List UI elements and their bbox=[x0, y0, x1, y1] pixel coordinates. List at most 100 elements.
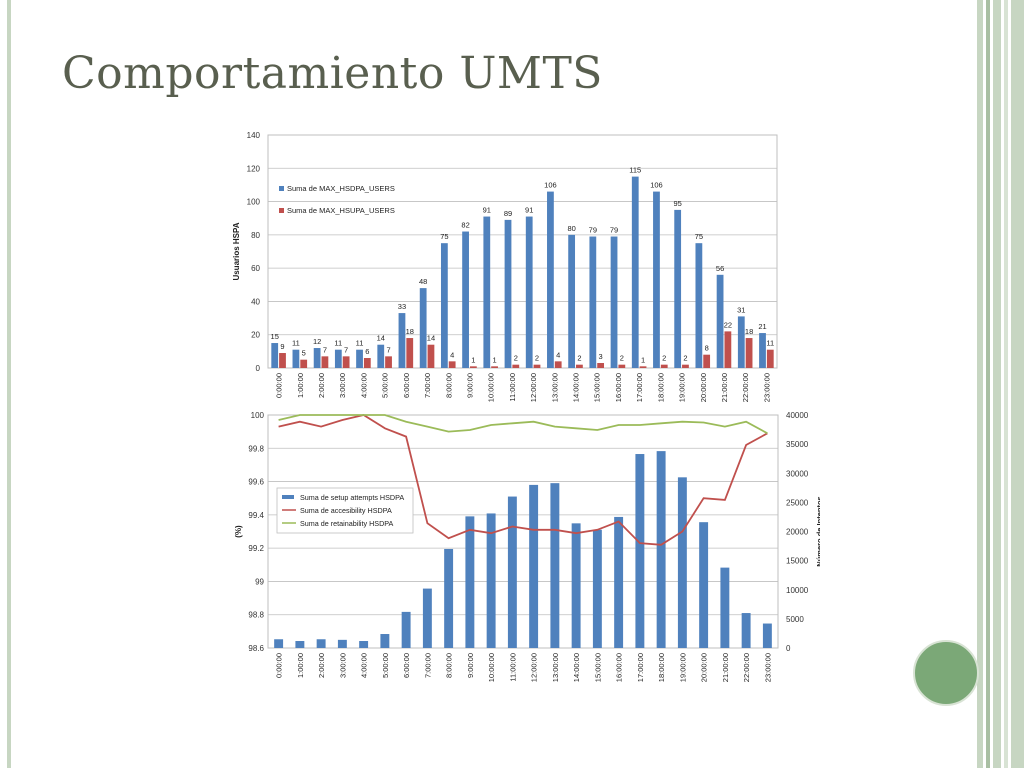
x-tick-label: 23:00:00 bbox=[763, 653, 772, 682]
x-tick-label: 13:00:00 bbox=[551, 653, 560, 682]
data-label: 75 bbox=[695, 232, 703, 241]
y-tick-label: 20 bbox=[251, 331, 260, 340]
data-label: 2 bbox=[683, 354, 687, 363]
bar-hsupa bbox=[766, 349, 774, 368]
x-tick-label: 16:00:00 bbox=[615, 653, 624, 682]
x-tick-label: 14:00:00 bbox=[572, 373, 581, 402]
bar-setup-attempts bbox=[656, 451, 666, 648]
data-label: 14 bbox=[377, 334, 385, 343]
x-tick-label: 4:00:00 bbox=[359, 373, 368, 398]
bar-setup-attempts bbox=[677, 477, 687, 648]
x-tick-label: 22:00:00 bbox=[741, 373, 750, 402]
bar-hsdpa bbox=[271, 343, 279, 368]
bar-hsdpa bbox=[525, 216, 533, 368]
bar-hsupa bbox=[385, 356, 392, 368]
x-tick-label: 19:00:00 bbox=[678, 653, 687, 682]
bar-setup-attempts bbox=[699, 522, 709, 648]
bar-hsupa bbox=[363, 358, 371, 368]
bar-hsupa bbox=[533, 364, 541, 368]
data-label: 11 bbox=[766, 339, 774, 348]
right-decorative-stripe bbox=[986, 0, 990, 768]
x-tick-label: 5:00:00 bbox=[381, 653, 390, 678]
x-tick-label: 16:00:00 bbox=[614, 373, 623, 402]
x-tick-label: 21:00:00 bbox=[720, 373, 729, 402]
bar-hsdpa bbox=[398, 313, 406, 368]
x-tick-label: 11:00:00 bbox=[508, 373, 517, 402]
x-tick-label: 11:00:00 bbox=[508, 653, 517, 682]
bar-hsdpa bbox=[737, 316, 745, 368]
bar-setup-attempts bbox=[592, 529, 602, 648]
x-tick-label: 8:00:00 bbox=[445, 653, 454, 678]
x-tick-label: 6:00:00 bbox=[402, 373, 411, 398]
legend-label: Suma de setup attempts HSDPA bbox=[300, 493, 404, 502]
data-label: 12 bbox=[313, 337, 321, 346]
bar-hsupa bbox=[724, 331, 732, 368]
data-label: 31 bbox=[737, 305, 745, 314]
bar-hsupa bbox=[279, 353, 286, 368]
y-tick-label: 98.6 bbox=[248, 644, 264, 653]
bar-hsupa bbox=[469, 366, 477, 368]
bar-hsdpa bbox=[419, 288, 427, 368]
bar-hsupa bbox=[406, 338, 414, 368]
bar-hsdpa bbox=[440, 243, 448, 368]
bar-hsupa bbox=[597, 363, 605, 368]
x-tick-label: 2:00:00 bbox=[317, 653, 326, 678]
bar-setup-attempts bbox=[529, 484, 539, 648]
bar-setup-attempts bbox=[401, 611, 411, 648]
legend-label: Suma de MAX_HSUPA_USERS bbox=[287, 206, 395, 215]
data-label: 48 bbox=[419, 277, 427, 286]
x-tick-label: 0:00:00 bbox=[275, 653, 284, 678]
x-tick-label: 7:00:00 bbox=[423, 373, 432, 398]
bar-setup-attempts bbox=[614, 516, 624, 648]
data-label: 1 bbox=[641, 355, 645, 364]
bar-setup-attempts bbox=[316, 639, 326, 648]
x-tick-label: 4:00:00 bbox=[360, 653, 369, 678]
bar-hsdpa bbox=[313, 348, 321, 368]
bar-hsupa bbox=[300, 359, 308, 368]
y-tick-label: 100 bbox=[247, 198, 261, 207]
data-label: 91 bbox=[483, 206, 491, 215]
data-label: 79 bbox=[589, 226, 597, 235]
data-label: 80 bbox=[567, 224, 575, 233]
x-tick-label: 3:00:00 bbox=[338, 373, 347, 398]
bar-hsupa bbox=[554, 361, 562, 368]
x-tick-label: 21:00:00 bbox=[721, 653, 730, 682]
bar-setup-attempts bbox=[762, 623, 772, 648]
y-tick-label: 99 bbox=[255, 577, 264, 586]
y2-tick-label: 20000 bbox=[786, 528, 809, 537]
y-tick-label: 140 bbox=[247, 131, 261, 140]
data-label: 7 bbox=[386, 345, 390, 354]
x-tick-label: 17:00:00 bbox=[636, 653, 645, 682]
bar-hsdpa bbox=[716, 274, 724, 368]
bar-hsdpa bbox=[292, 349, 300, 368]
data-label: 4 bbox=[450, 350, 454, 359]
data-label: 11 bbox=[356, 339, 364, 348]
bar-setup-attempts bbox=[422, 588, 432, 648]
data-label: 115 bbox=[629, 166, 641, 175]
bar-hsupa bbox=[682, 364, 689, 368]
y-tick-label: 99.8 bbox=[248, 444, 264, 453]
bar-hsupa bbox=[448, 361, 456, 368]
x-tick-label: 9:00:00 bbox=[466, 653, 475, 678]
x-tick-label: 15:00:00 bbox=[593, 373, 602, 402]
y2-tick-label: 25000 bbox=[786, 498, 809, 507]
y2-axis-label: Número de Intentos bbox=[815, 496, 820, 566]
data-label: 11 bbox=[292, 339, 300, 348]
y-tick-label: 60 bbox=[251, 264, 260, 273]
bar-hsdpa bbox=[695, 243, 703, 368]
bar-setup-attempts bbox=[359, 641, 369, 648]
data-label: 9 bbox=[280, 342, 284, 351]
y2-tick-label: 40000 bbox=[786, 411, 809, 420]
x-tick-label: 15:00:00 bbox=[593, 653, 602, 682]
hsdpa-kpi-chart: 98.6 98.8 99 99.2 99.4 99.6 99.8 100 0 5000 10000 1… bbox=[234, 411, 820, 682]
bar-hsdpa bbox=[610, 236, 618, 368]
y-axis-label: Usuarios HSPA bbox=[232, 222, 241, 280]
data-label: 3 bbox=[599, 352, 603, 361]
bar-setup-attempts bbox=[380, 634, 390, 648]
data-label: 2 bbox=[577, 354, 581, 363]
x-tick-label: 23:00:00 bbox=[762, 373, 771, 402]
bar-hsupa bbox=[576, 364, 583, 368]
data-label: 11 bbox=[334, 339, 342, 348]
y-tick-label: 98.8 bbox=[248, 611, 264, 620]
